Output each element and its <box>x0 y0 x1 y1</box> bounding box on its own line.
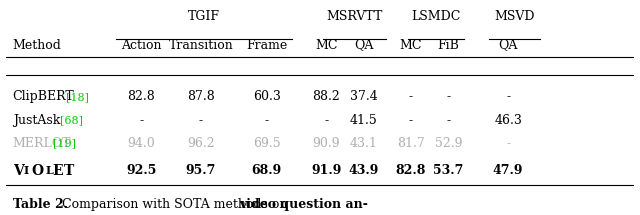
Text: 47.9: 47.9 <box>493 164 524 177</box>
Text: [19]: [19] <box>53 139 76 149</box>
Text: Method: Method <box>13 39 61 52</box>
Text: 43.1: 43.1 <box>350 137 378 150</box>
Text: MSRVTT: MSRVTT <box>326 10 383 23</box>
Text: 43.9: 43.9 <box>349 164 379 177</box>
Text: O: O <box>31 164 44 178</box>
Text: 87.8: 87.8 <box>187 90 214 103</box>
Text: -: - <box>264 114 269 127</box>
Text: 41.5: 41.5 <box>350 114 378 127</box>
Text: -: - <box>324 114 328 127</box>
Text: QA: QA <box>499 39 518 52</box>
Text: 46.3: 46.3 <box>494 114 522 127</box>
Text: [18]: [18] <box>67 92 90 102</box>
Text: 82.8: 82.8 <box>396 164 426 177</box>
Text: QA: QA <box>354 39 374 52</box>
Text: -: - <box>409 114 413 127</box>
Text: -: - <box>199 114 203 127</box>
Text: MSVD: MSVD <box>494 10 534 23</box>
Text: -: - <box>409 90 413 103</box>
Text: MC: MC <box>400 39 422 52</box>
Text: I: I <box>24 165 29 176</box>
Text: 81.7: 81.7 <box>397 137 425 150</box>
Text: 95.7: 95.7 <box>186 164 216 177</box>
Text: [68]: [68] <box>60 115 83 125</box>
Text: MC: MC <box>315 39 337 52</box>
Text: -: - <box>139 114 143 127</box>
Text: 52.9: 52.9 <box>435 137 462 150</box>
Text: 60.3: 60.3 <box>253 90 280 103</box>
Text: 82.8: 82.8 <box>127 90 155 103</box>
Text: Action: Action <box>121 39 161 52</box>
Text: LSMDC: LSMDC <box>412 10 461 23</box>
Text: Transition: Transition <box>168 39 233 52</box>
Text: ClipBERT: ClipBERT <box>13 90 74 103</box>
Text: -: - <box>506 137 510 150</box>
Text: 96.2: 96.2 <box>187 137 214 150</box>
Text: T: T <box>64 164 74 178</box>
Text: MERLOT: MERLOT <box>13 137 71 150</box>
Text: V: V <box>13 164 24 178</box>
Text: 69.5: 69.5 <box>253 137 280 150</box>
Text: L: L <box>46 165 54 176</box>
Text: -: - <box>506 90 510 103</box>
Text: 94.0: 94.0 <box>127 137 155 150</box>
Text: video question an-: video question an- <box>239 198 368 210</box>
Text: JustAsk: JustAsk <box>13 114 60 127</box>
Text: E: E <box>52 164 63 178</box>
Text: 90.9: 90.9 <box>312 137 340 150</box>
Text: TGIF: TGIF <box>188 10 220 23</box>
Text: FiB: FiB <box>438 39 460 52</box>
Text: -: - <box>447 90 451 103</box>
Text: 91.9: 91.9 <box>311 164 342 177</box>
Text: 88.2: 88.2 <box>312 90 340 103</box>
Text: Table 2.: Table 2. <box>13 198 72 210</box>
Text: 92.5: 92.5 <box>126 164 156 177</box>
Text: Frame: Frame <box>246 39 287 52</box>
Text: 53.7: 53.7 <box>433 164 464 177</box>
Text: Comparison with SOTA methods on: Comparison with SOTA methods on <box>62 198 292 210</box>
Text: 68.9: 68.9 <box>252 164 282 177</box>
Text: -: - <box>447 114 451 127</box>
Text: 37.4: 37.4 <box>350 90 378 103</box>
